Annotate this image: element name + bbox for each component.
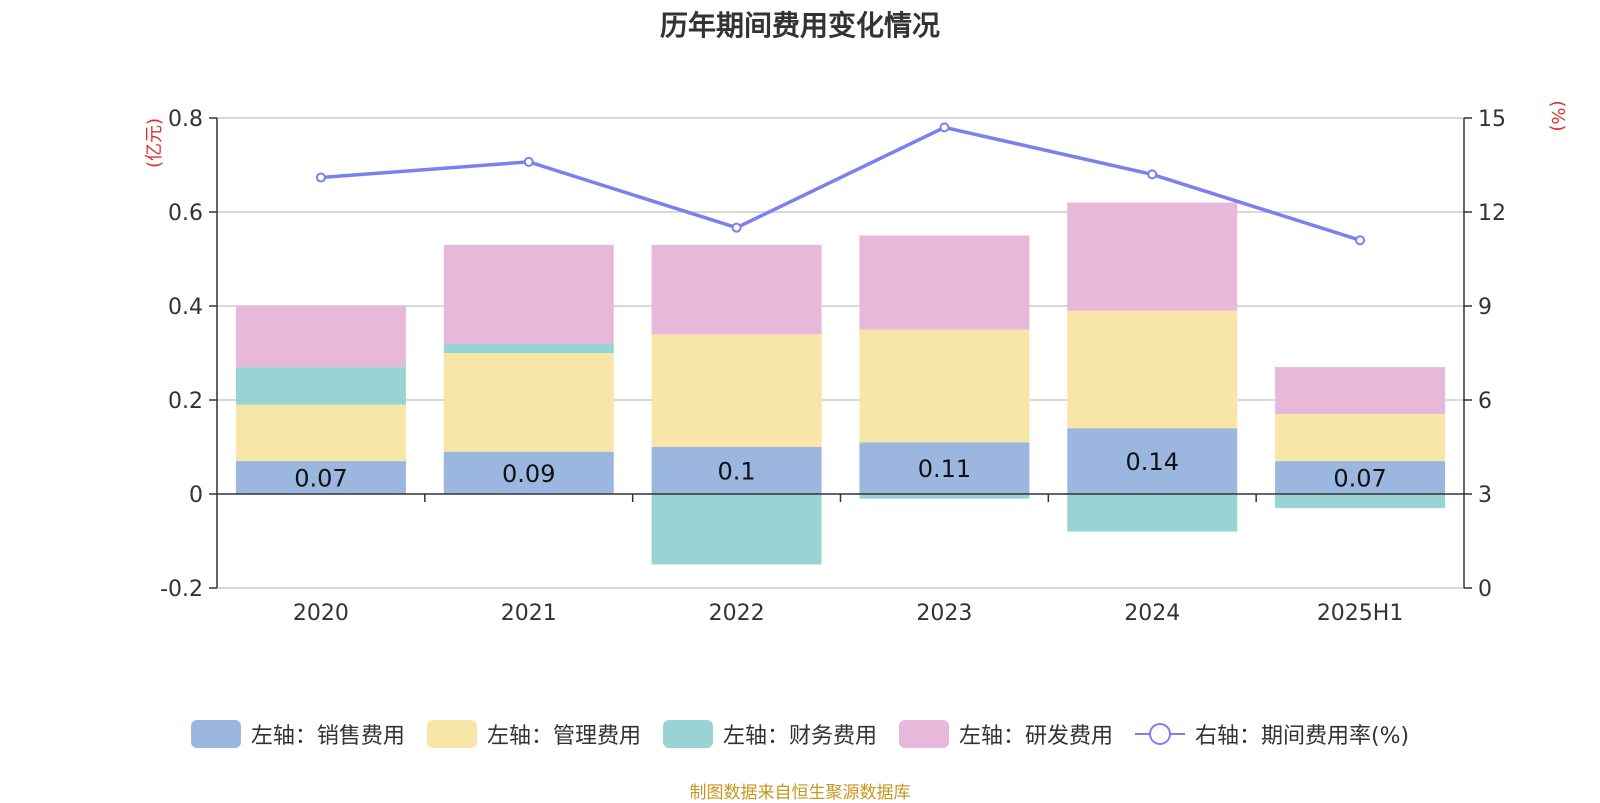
legend-label: 左轴：管理费用: [486, 724, 641, 749]
legend-line-marker-icon: [1134, 723, 1185, 745]
left-tick-label: -0.2: [160, 577, 203, 602]
right-tick-label: 6: [1478, 389, 1492, 414]
category-label: 2021: [501, 601, 557, 626]
rate-point: [523, 156, 534, 167]
legend: 左轴：销售费用 左轴：管理费用 左轴：财务费用 左轴：研发费用 右轴：期间费用率(%): [0, 718, 1600, 750]
legend-item[interactable]: 左轴：销售费用: [190, 718, 405, 750]
left-tick-label: 0.6: [168, 201, 203, 226]
rate-point: [315, 172, 326, 183]
legend-item[interactable]: 右轴：期间费用率(%): [1134, 718, 1410, 750]
bar-layer: [235, 202, 1446, 565]
bar-value-label: 0.07: [294, 465, 347, 493]
right-axis-unit: (%): [1547, 100, 1568, 131]
bar-segment: [235, 306, 406, 368]
bar-segment: [1067, 494, 1238, 532]
rate-point: [1355, 235, 1366, 246]
left-axis-unit: (亿元): [144, 118, 165, 168]
category-label: 2024: [1124, 601, 1180, 626]
legend-item[interactable]: 左轴：管理费用: [426, 718, 641, 750]
category-label: 2022: [709, 601, 765, 626]
rate-point: [1147, 169, 1158, 180]
source-note: 制图数据来自恒生聚源数据库: [689, 783, 911, 803]
right-tick-label: 9: [1478, 295, 1492, 320]
bar-segment: [1067, 428, 1238, 494]
left-tick-label: 0.4: [168, 295, 203, 320]
axes: -0.2 0 0.2 0.4 0.6 0.8 0 3 6 9 12 15 2020 2021 2022 202…: [160, 107, 1506, 626]
rate-line: [320, 125, 1361, 242]
bar-segment: [859, 494, 1030, 499]
bar-segment: [859, 329, 1030, 443]
category-label: 2020: [293, 601, 349, 626]
rate-line-layer: [315, 122, 1366, 246]
left-tick-label: 0: [189, 483, 203, 508]
bar-segment: [651, 494, 822, 565]
bar-segment: [235, 367, 406, 405]
legend-label: 左轴：销售费用: [250, 724, 405, 749]
right-tick-label: 3: [1478, 483, 1492, 508]
left-tick-label: 0.2: [168, 389, 203, 414]
bar-segment: [1275, 414, 1446, 462]
legend-label: 右轴：期间费用率(%): [1194, 724, 1410, 749]
bar-segment: [443, 353, 614, 452]
bar-segment: [859, 235, 1030, 330]
bar-value-label: 0.09: [502, 460, 555, 488]
category-label: 2025H1: [1317, 601, 1404, 626]
grid-lines: [217, 117, 1464, 589]
bar-segment: [235, 461, 406, 494]
bar-segment: [651, 447, 822, 494]
bar-value-label: 0.1: [717, 458, 755, 486]
bar-value-label: 0.07: [1333, 465, 1386, 493]
bar-segment: [651, 334, 822, 447]
bar-segment: [443, 343, 614, 353]
bar-segment: [1067, 202, 1238, 311]
right-tick-label: 0: [1478, 577, 1492, 602]
legend-swatch: [898, 720, 949, 748]
legend-swatch: [190, 720, 241, 748]
data-labels: 0.07 0.09 0.1 0.11 0.14 0.07: [294, 448, 1387, 492]
legend-label: 左轴：财务费用: [722, 724, 877, 749]
bar-value-label: 0.14: [1126, 448, 1179, 476]
right-tick-label: 15: [1478, 107, 1506, 132]
legend-item[interactable]: 左轴：财务费用: [662, 718, 877, 750]
bar-segment: [1067, 310, 1238, 429]
bar-value-label: 0.11: [918, 455, 971, 483]
rate-point: [939, 122, 950, 133]
legend-label: 左轴：研发费用: [958, 724, 1113, 749]
category-label: 2023: [916, 601, 972, 626]
right-tick-label: 12: [1478, 201, 1506, 226]
bar-segment: [443, 244, 614, 344]
bar-segment: [1275, 367, 1446, 415]
bar-segment: [443, 451, 614, 494]
rate-point: [731, 222, 742, 233]
legend-swatch: [662, 720, 713, 748]
left-tick-label: 0.8: [168, 107, 203, 132]
legend-item[interactable]: 左轴：研发费用: [898, 718, 1113, 750]
bar-segment: [859, 442, 1030, 494]
chart-title: 历年期间费用变化情况: [659, 9, 940, 42]
bar-segment: [235, 404, 406, 462]
bar-segment: [651, 244, 822, 335]
bar-segment: [1275, 494, 1446, 509]
bar-segment: [1275, 461, 1446, 494]
legend-swatch: [426, 720, 477, 748]
